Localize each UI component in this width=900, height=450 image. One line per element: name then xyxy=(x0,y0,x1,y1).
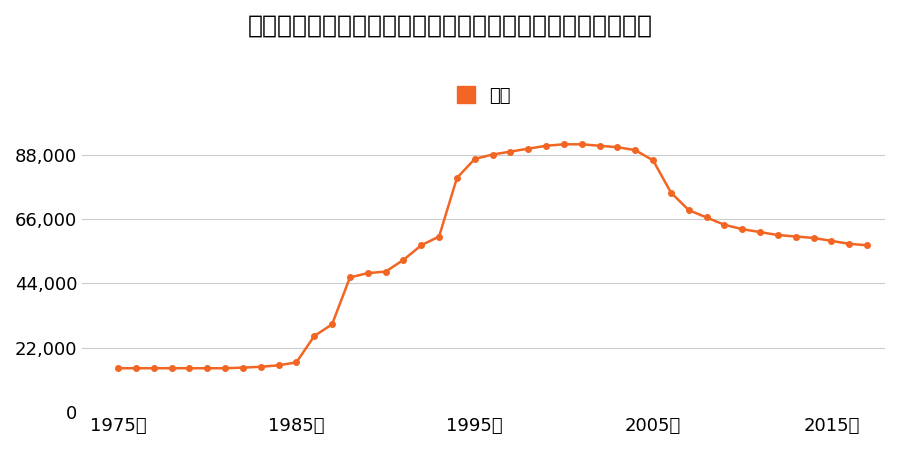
Legend: 価格: 価格 xyxy=(449,79,518,112)
Text: 福岡県粕屋郡篠栗町大字篠栗字江ゲ４３０５番２の地価推移: 福岡県粕屋郡篠栗町大字篠栗字江ゲ４３０５番２の地価推移 xyxy=(248,14,652,37)
